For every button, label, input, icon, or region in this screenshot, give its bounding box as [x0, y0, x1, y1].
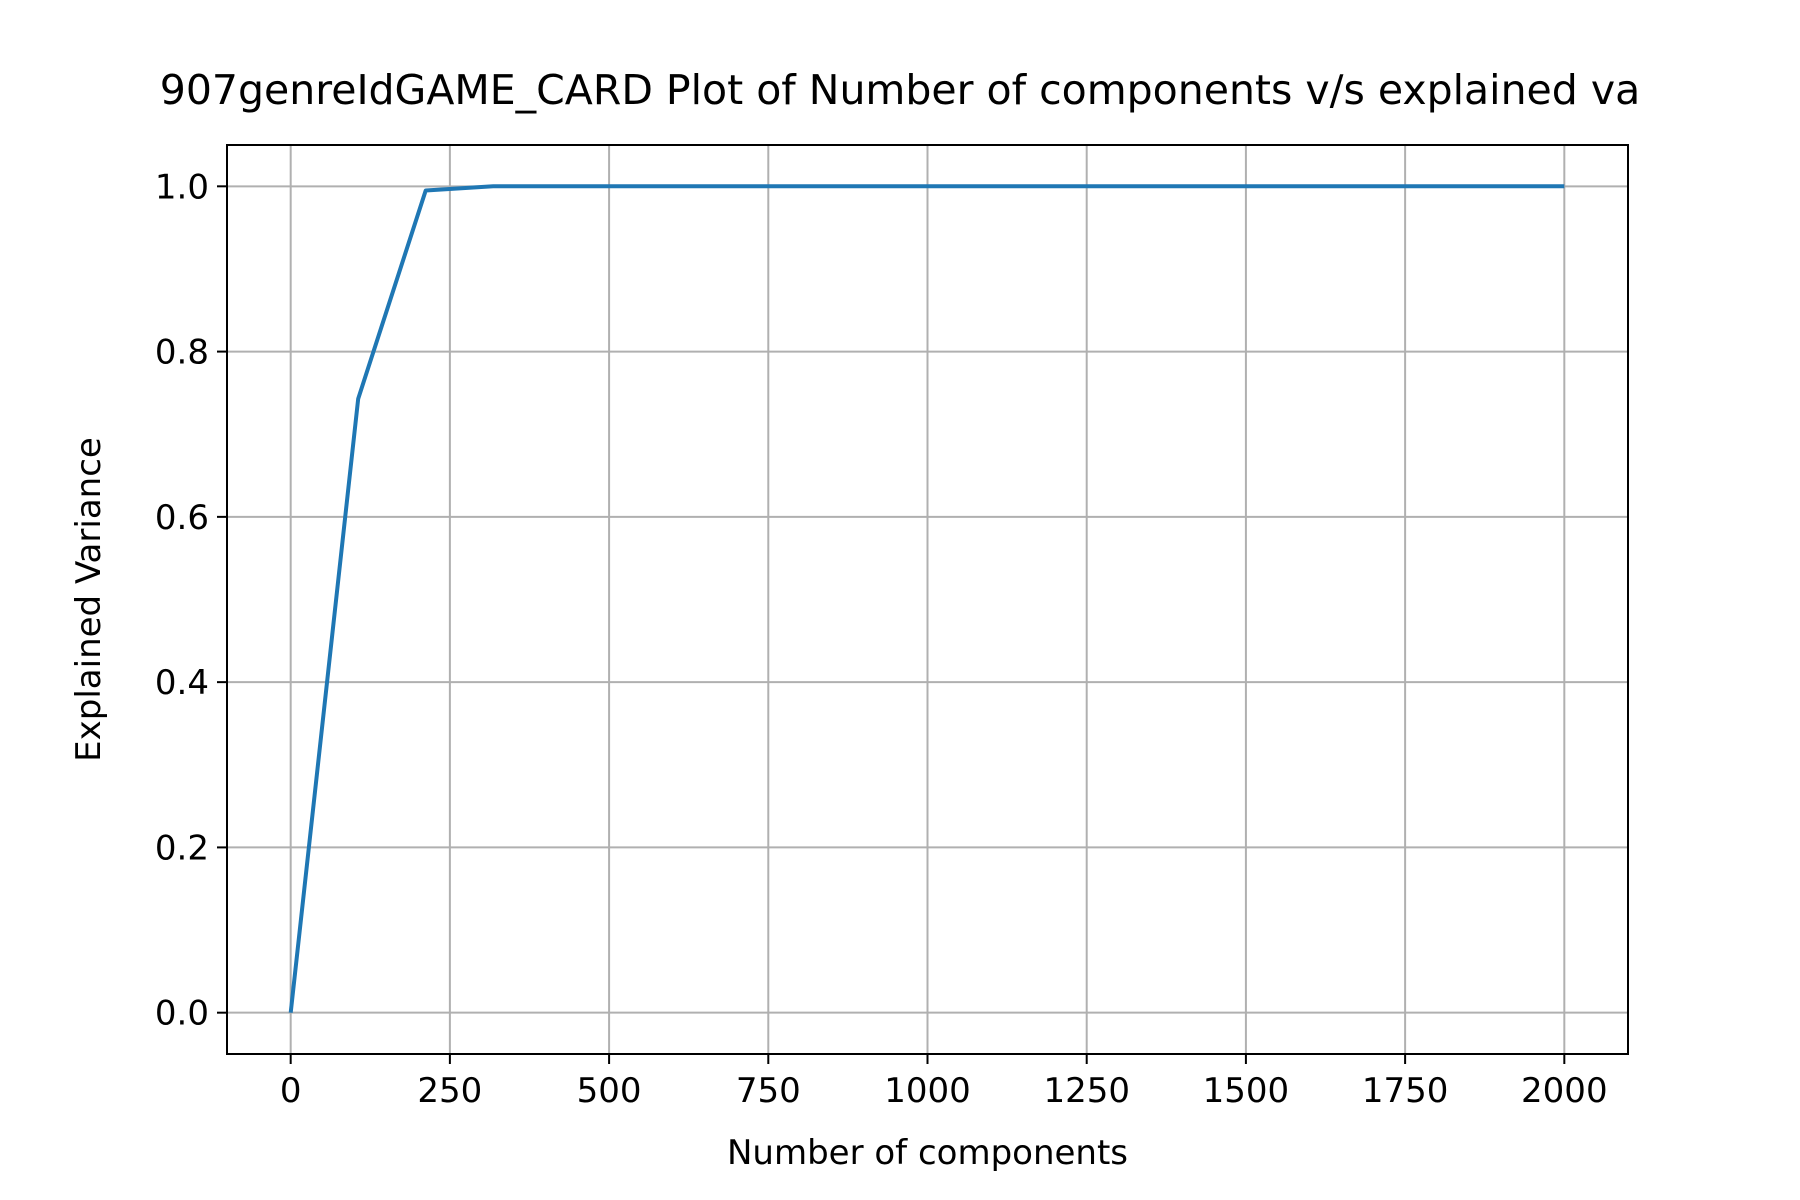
x-tick-label: 1500	[1203, 1071, 1290, 1111]
y-axis-label: Explained Variance	[69, 437, 109, 762]
y-tick-label: 0.2	[155, 828, 209, 868]
x-tick-label: 2000	[1521, 1071, 1608, 1111]
x-tick-label: 500	[577, 1071, 642, 1111]
grid	[227, 145, 1628, 1054]
series-line	[288, 184, 1565, 1013]
x-tick-label: 250	[417, 1071, 482, 1111]
x-tick-label: 750	[736, 1071, 801, 1111]
y-tick-label: 0.8	[155, 333, 209, 373]
y-tick-label: 1.0	[155, 167, 209, 207]
y-tick-label: 0.4	[155, 663, 209, 703]
x-tick-label: 1000	[884, 1071, 971, 1111]
x-tick-label: 1250	[1043, 1071, 1130, 1111]
x-axis-label: Number of components	[727, 1133, 1128, 1173]
y-tick-label: 0.6	[155, 498, 209, 538]
series-layer	[288, 184, 1565, 1013]
ticks: 0 250 500 750 1000 1250 1500 1750 2000 0.0 0.2 0.4 0…	[155, 167, 1608, 1111]
x-tick-label: 1750	[1362, 1071, 1449, 1111]
chart-title: 907genreIdGAME_CARD Plot of Number of co…	[160, 66, 1640, 114]
x-tick-label: 0	[280, 1071, 302, 1111]
y-tick-label: 0.0	[155, 994, 209, 1034]
